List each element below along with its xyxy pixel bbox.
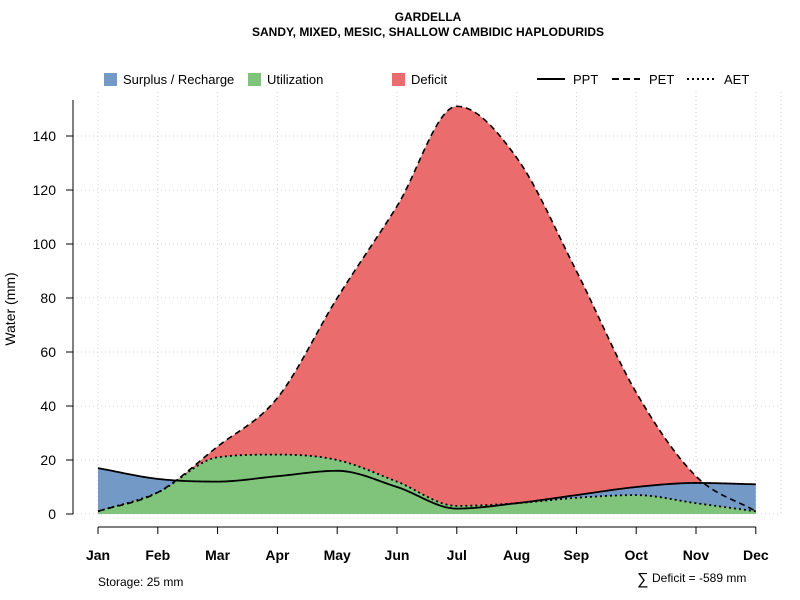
legend-label-utilization: Utilization: [267, 72, 323, 87]
deficit-note: Deficit = -589 mm: [652, 571, 746, 585]
pet-line: [97, 105, 757, 513]
y-tick-label: 60: [40, 344, 56, 360]
x-tick-label: Aug: [503, 547, 530, 563]
x-tick-label: Jun: [385, 547, 410, 563]
y-tick-label: 40: [40, 398, 56, 414]
y-tick-label: 120: [33, 182, 57, 198]
area-layer: [98, 106, 756, 515]
x-tick-label: Jan: [86, 547, 110, 563]
legend-label-pet: PET: [649, 72, 674, 87]
chart-subtitle: SANDY, MIXED, MESIC, SHALLOW CAMBIDIC HA…: [252, 25, 604, 39]
legend-label-ppt: PPT: [573, 72, 598, 87]
y-tick-label: 140: [33, 128, 57, 144]
axis-layer: 0 20 40 60 80 100 120 140 Jan Feb Mar Apr May Jun Jul A…: [33, 92, 782, 563]
x-tick-label: Nov: [683, 547, 710, 563]
x-tick-label: May: [324, 547, 351, 563]
legend-swatch-surplus: [104, 73, 117, 86]
y-axis-title: Water (mm): [2, 272, 18, 345]
x-tick-label: Jul: [447, 547, 467, 563]
y-tick-label: 80: [40, 290, 56, 306]
x-tick-label: Apr: [265, 547, 290, 563]
line-layer: [97, 105, 757, 513]
x-tick-label: Feb: [145, 547, 170, 563]
storage-note: Storage: 25 mm: [98, 575, 183, 589]
utilization-area: [98, 454, 756, 514]
x-tick-label: Sep: [564, 547, 590, 563]
sum-symbol: ∑: [637, 571, 648, 588]
x-tick-label: Dec: [743, 547, 769, 563]
legend-label-surplus: Surplus / Recharge: [123, 72, 234, 87]
y-tick-label: 0: [48, 506, 56, 522]
aet-line: [97, 453, 756, 513]
legend-swatch-utilization: [248, 73, 261, 86]
legend-label-aet: AET: [724, 72, 749, 87]
y-tick-label: 20: [40, 452, 56, 468]
ppt-line: [97, 467, 756, 510]
chart-title: GARDELLA: [395, 10, 462, 24]
legend-swatch-deficit: [392, 73, 405, 86]
legend: Surplus / Recharge Utilization Deficit P…: [104, 72, 749, 87]
deficit-area: [98, 106, 756, 515]
legend-label-deficit: Deficit: [411, 72, 448, 87]
y-tick-label: 100: [33, 236, 57, 252]
x-tick-label: Oct: [625, 547, 649, 563]
x-tick-label: Mar: [205, 547, 230, 563]
